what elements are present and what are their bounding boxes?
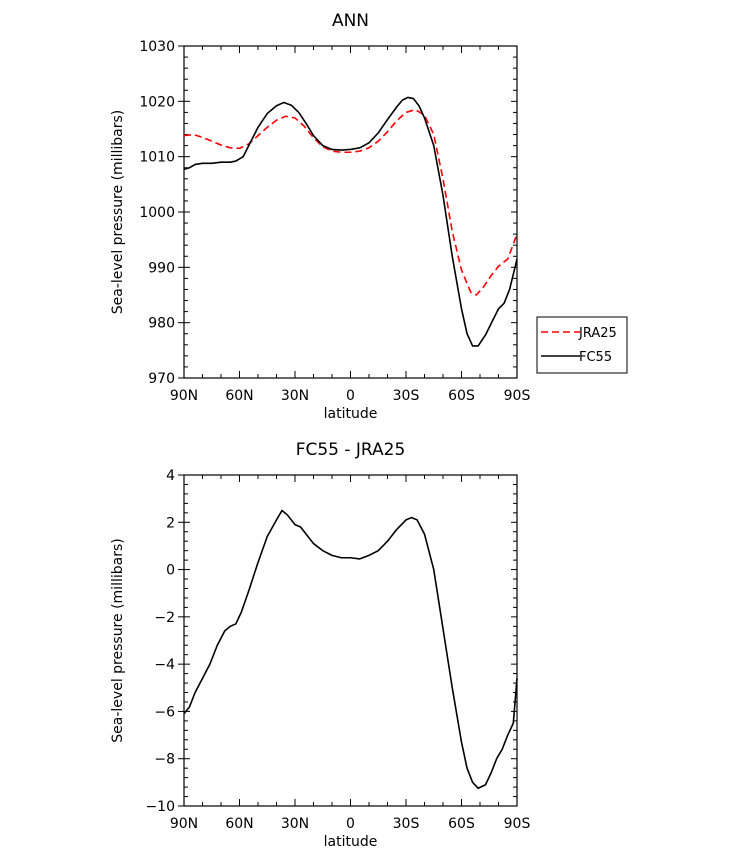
x-tick-label: 30N [281,816,309,832]
y-tick-label: −8 [154,752,175,768]
y-tick-label: 990 [148,260,175,276]
x-tick-label: 90N [170,388,198,404]
plot-frame [183,474,518,807]
x-tick-label: 0 [346,816,355,832]
legend-box [536,316,628,374]
y-tick-label: 970 [148,371,175,387]
x-tick-label: 60N [225,388,253,404]
y-tick-label: 4 [166,468,175,484]
x-tick-label: 30S [393,816,420,832]
y-tick-label: −2 [154,610,175,626]
x-tick-label: 60N [225,816,253,832]
legend-label-fc55: FC55 [579,350,612,365]
x-tick-label: 90N [170,816,198,832]
legend-label-jra25: JRA25 [578,326,617,341]
y-axis-title: Sea-level pressure (millibars) [110,110,126,314]
x-tick-label: 30N [281,388,309,404]
x-tick-label: 60S [448,388,475,404]
series-line-jra25 [183,108,518,296]
y-tick-label: −6 [154,704,175,720]
y-axis-title: Sea-level pressure (millibars) [110,538,126,742]
x-axis-title: latitude [324,834,378,850]
y-tick-label: 1020 [139,94,175,110]
y-tick-label: 980 [148,316,175,332]
chart-title: FC55 - JRA25 [296,440,406,460]
series-line-difference [183,509,518,790]
x-axis-title: latitude [324,406,378,422]
y-tick-label: −4 [154,657,175,673]
chart-title: ANN [332,11,369,31]
y-tick-label: 1030 [139,39,175,55]
x-tick-label: 30S [393,388,420,404]
panel-difference: 90N 60N 30N 0 30S 60S 90S −10 −8 −6 −4 −2 0 2 4 FC55 - … [110,440,530,850]
x-tick-label: 90S [504,388,531,404]
y-tick-label: 1000 [139,205,175,221]
series-line-fc55 [183,96,518,347]
x-tick-label: 0 [346,388,355,404]
x-tick-label: 90S [504,816,531,832]
y-tick-label: 0 [166,563,175,579]
plot-frame [183,45,518,379]
y-tick-label: 2 [166,515,175,531]
y-tick-label: 1010 [139,150,175,166]
legend: JRA25 FC55 [536,316,628,374]
y-tick-label: −10 [145,799,175,815]
panel-annual: 90N 60N 30N 0 30S 60S 90S 970 980 990 1000 1010 1020… [110,11,530,422]
x-tick-label: 60S [448,816,475,832]
